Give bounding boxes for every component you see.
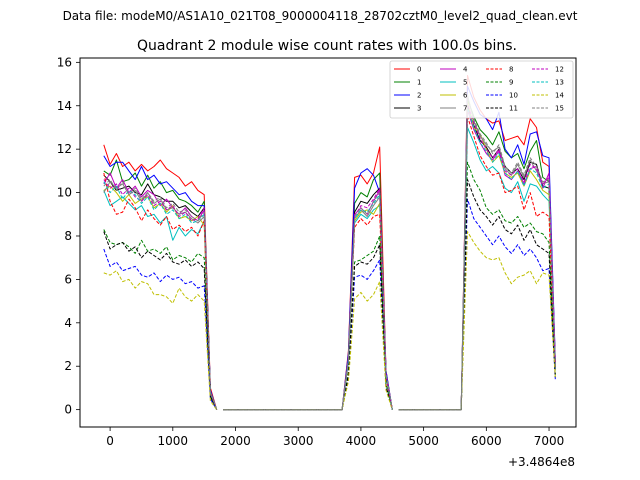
series-11-line	[103, 231, 218, 410]
series-11-line	[398, 179, 556, 411]
legend-label-0: 0	[417, 66, 421, 74]
series-14-line	[103, 270, 218, 410]
lines-layer	[103, 74, 556, 411]
legend-label-7: 7	[463, 105, 467, 113]
chart-title: Quadrant 2 module wise count rates with …	[137, 38, 517, 54]
series-0-line	[103, 144, 218, 410]
series-15-line	[398, 96, 556, 411]
x-tick-label: 2000	[220, 434, 251, 448]
y-tick-label: 0	[64, 403, 72, 417]
series-8-line	[398, 116, 556, 411]
axes-background	[80, 58, 576, 427]
legend-label-1: 1	[417, 79, 421, 87]
x-tick-label: 0	[106, 434, 114, 448]
series-9-line	[398, 161, 556, 411]
legend-box	[389, 60, 574, 119]
y-tick-label: 10	[57, 186, 72, 200]
legend-label-10: 10	[509, 92, 518, 100]
x-tick-label: 5000	[408, 434, 439, 448]
axes-frame	[79, 57, 577, 428]
series-7-line	[398, 94, 556, 411]
y-tick-label: 12	[57, 142, 72, 156]
series-7-line	[103, 181, 218, 410]
legend-label-3: 3	[417, 105, 421, 113]
legend-label-14: 14	[555, 92, 564, 100]
legend-label-11: 11	[509, 105, 518, 113]
legend-label-6: 6	[463, 92, 468, 100]
legend-label-12: 12	[555, 66, 564, 74]
legend-label-8: 8	[509, 66, 513, 74]
y-tick-label: 16	[57, 55, 72, 69]
series-8-line	[103, 172, 218, 410]
figure-suptitle: Data file: modeM0/AS1A10_021T08_90000041…	[63, 9, 578, 23]
legend-label-5: 5	[463, 79, 467, 87]
x-tick-label: 3000	[283, 434, 314, 448]
series-2-line	[103, 155, 218, 410]
legend-label-9: 9	[509, 79, 513, 87]
x-tick-label: 6000	[471, 434, 502, 448]
y-tick-label: 8	[64, 229, 72, 243]
series-12-line	[103, 179, 218, 410]
legend-label-4: 4	[463, 66, 468, 74]
y-tick-label: 6	[64, 272, 72, 286]
series-15-line	[103, 179, 218, 410]
ticks-layer: 0 1000 2000 3000 4000 5000 6000 700002468101214…	[57, 55, 565, 448]
legend-label-15: 15	[555, 105, 564, 113]
x-offset-label: +3.4864e8	[508, 455, 575, 469]
x-tick-label: 1000	[158, 434, 189, 448]
legend-label-13: 13	[555, 79, 564, 87]
y-tick-label: 14	[57, 99, 72, 113]
legend-label-2: 2	[417, 92, 421, 100]
series-13-line	[398, 107, 556, 411]
series-15-line	[223, 192, 393, 411]
x-tick-label: 4000	[346, 434, 377, 448]
series-10-line	[103, 248, 218, 410]
series-10-line	[398, 198, 556, 411]
y-tick-label: 4	[64, 316, 72, 330]
plot-area: 0 1000 2000 3000 4000 5000 6000 700002468101214…	[57, 55, 577, 448]
x-tick-label: 7000	[534, 434, 565, 448]
series-5-line	[103, 190, 218, 410]
y-tick-label: 2	[64, 359, 72, 373]
series-13-line	[103, 181, 218, 410]
